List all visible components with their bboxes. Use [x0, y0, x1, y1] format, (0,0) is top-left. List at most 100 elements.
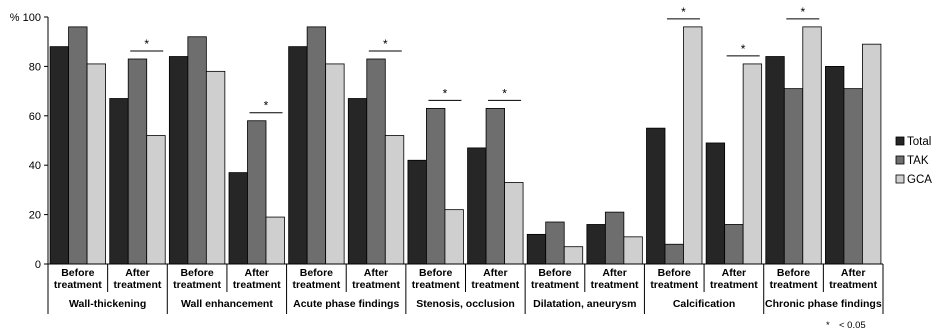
category-label-line2: treatment: [829, 279, 877, 291]
category-label-line1: After: [602, 267, 627, 279]
category-label-line1: Before: [419, 267, 452, 279]
y-tick-label: 0: [35, 259, 41, 271]
bar-total: [288, 46, 308, 265]
bar-total: [407, 159, 427, 265]
bar-tak: [783, 88, 804, 265]
bar-total: [467, 147, 487, 265]
bar-total: [825, 66, 845, 265]
bar-gca: [384, 135, 405, 265]
category-label-line1: After: [364, 267, 389, 279]
bar-total: [586, 224, 606, 265]
bar-gca: [444, 209, 464, 265]
group-label: Wall-thickening: [69, 298, 146, 310]
bar-total: [765, 56, 785, 265]
bar-gca: [802, 26, 822, 265]
group-label: Calcification: [673, 298, 735, 310]
bar-tak: [247, 120, 267, 265]
category-label-line2: treatment: [114, 279, 162, 291]
footnote-text: < 0.05: [839, 320, 866, 331]
category-label-line1: Before: [658, 267, 691, 279]
bar-total: [347, 98, 368, 265]
bar-total: [109, 98, 129, 265]
bar-total: [49, 46, 69, 265]
bar-gca: [862, 43, 882, 265]
y-tick-label: 20: [29, 210, 41, 222]
bar-tak: [306, 26, 327, 265]
y-tick-label: 60: [29, 111, 41, 123]
category-label-line2: treatment: [710, 279, 758, 291]
bar-total: [526, 233, 547, 265]
category-label-line2: treatment: [591, 279, 639, 291]
category-label-line1: Before: [300, 267, 333, 279]
bar-gca: [205, 70, 226, 265]
bar-gca: [742, 63, 763, 265]
significance-star: *: [443, 86, 448, 100]
legend-swatch-tak: [895, 155, 905, 165]
bar-gca: [504, 182, 524, 265]
significance-star: *: [502, 86, 507, 100]
bar-tak: [68, 26, 88, 265]
category-label-line2: treatment: [412, 279, 460, 291]
bar-gca: [325, 63, 345, 265]
category-label-line1: Before: [777, 267, 810, 279]
category-label-line1: Before: [61, 267, 94, 279]
category-label-line2: treatment: [233, 279, 281, 291]
bar-tak: [724, 224, 744, 265]
significance-star: *: [383, 37, 388, 51]
bar-gca: [563, 246, 584, 265]
group-label: Wall enhancement: [181, 298, 273, 310]
category-label-line2: treatment: [173, 279, 221, 291]
category-label-line2: treatment: [292, 279, 340, 291]
y-tick-label: % 100: [10, 12, 41, 24]
category-label-line2: treatment: [650, 279, 698, 291]
bar-tak: [426, 107, 446, 265]
significance-star: *: [264, 99, 269, 113]
bar-tak: [187, 36, 207, 265]
category-label-line2: treatment: [770, 279, 818, 291]
bar-tak: [664, 243, 684, 265]
bar-tak: [485, 107, 505, 265]
bar-gca: [683, 26, 703, 265]
bar-tak: [604, 211, 625, 265]
bar-tak: [545, 221, 565, 265]
bar-total: [168, 56, 189, 265]
bar-tak: [127, 58, 148, 265]
significance-star: *: [741, 42, 746, 56]
category-label-line1: After: [841, 267, 866, 279]
legend-label-total: Total: [907, 136, 931, 148]
bar-gca: [265, 216, 285, 265]
category-label-line1: After: [125, 267, 150, 279]
category-label-line1: After: [483, 267, 508, 279]
category-label-line1: After: [722, 267, 747, 279]
bar-total: [228, 172, 248, 265]
category-label-line2: treatment: [531, 279, 579, 291]
category-label-line1: After: [244, 267, 269, 279]
group-label: Chronic phase findings: [765, 298, 882, 310]
bar-total: [705, 142, 726, 265]
category-label-line2: treatment: [471, 279, 519, 291]
group-label: Dilatation, aneurysm: [533, 298, 636, 310]
category-label-line1: Before: [538, 267, 571, 279]
group-label: Acute phase findings: [293, 298, 399, 310]
bar-total: [646, 127, 666, 265]
legend-swatch-gca: [895, 174, 905, 184]
bar-gca: [86, 63, 106, 265]
y-tick-label: 40: [29, 160, 41, 172]
significance-star: *: [681, 5, 686, 19]
bar-tak: [843, 88, 863, 265]
y-tick-label: 80: [29, 61, 41, 73]
category-label-line1: Before: [180, 267, 213, 279]
group-label: Stenosis, occlusion: [416, 298, 515, 310]
legend-label-tak: TAK: [907, 155, 929, 167]
legend-label-gca: GCA: [907, 174, 932, 186]
bar-gca: [623, 236, 643, 265]
significance-star: *: [800, 5, 805, 19]
significance-star: *: [144, 37, 149, 51]
legend-swatch-total: [895, 136, 905, 146]
bar-gca: [146, 135, 166, 265]
footnote-symbol: *: [826, 320, 830, 331]
bar-tak: [366, 58, 386, 265]
category-label-line2: treatment: [54, 279, 102, 291]
